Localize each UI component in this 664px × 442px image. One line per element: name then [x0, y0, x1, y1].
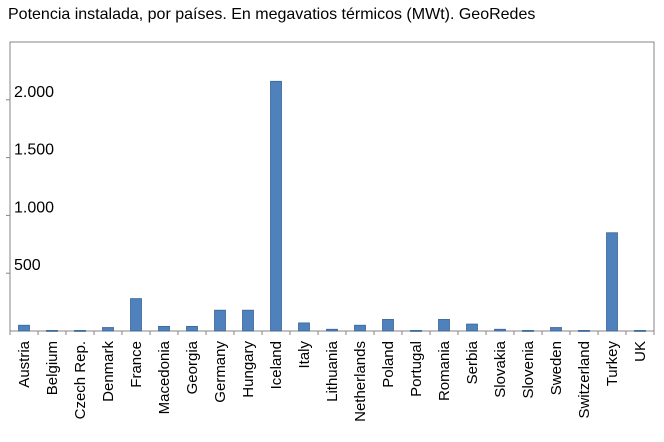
- category-label: Serbia: [464, 340, 481, 384]
- bar-switzerland: [578, 330, 590, 332]
- bar-hungary: [242, 309, 254, 332]
- y-tick-label: 500: [14, 257, 41, 274]
- category-label: Austria: [16, 340, 33, 387]
- y-tick-label: 2.000: [14, 84, 54, 101]
- chart-title: Potencia instalada, por países. En megav…: [8, 6, 536, 23]
- category-label: Macedonia: [156, 340, 173, 414]
- bar-slovakia: [494, 328, 506, 332]
- bar-slovenia: [522, 330, 534, 332]
- category-label: Germany: [212, 341, 229, 403]
- category-label: Netherlands: [352, 341, 369, 422]
- bar-austria: [18, 324, 30, 332]
- category-label: France: [128, 341, 145, 388]
- bar-serbia: [466, 323, 478, 332]
- category-label: Slovenia: [520, 340, 537, 398]
- category-label: Iceland: [268, 341, 285, 389]
- bar-germany: [214, 309, 226, 332]
- bars: [18, 80, 646, 332]
- category-label: Denmark: [100, 341, 117, 402]
- bar-uk: [634, 330, 646, 332]
- bar-czech-rep: [74, 330, 86, 332]
- category-label: Hungary: [240, 341, 257, 398]
- bar-italy: [298, 322, 310, 332]
- category-label: Italy: [296, 341, 313, 369]
- bar-poland: [382, 319, 394, 332]
- y-axis-ticks: 500 1.000 1.500 2.000: [6, 84, 54, 274]
- bar-lithuania: [326, 328, 338, 332]
- bar-turkey: [606, 232, 618, 332]
- y-tick-label: 1.500: [14, 142, 54, 159]
- category-label: Poland: [380, 341, 397, 388]
- category-label: Czech Rep.: [72, 341, 89, 419]
- bar-belgium: [46, 330, 58, 332]
- category-label: Turkey: [604, 341, 621, 387]
- bar-georgia: [186, 325, 198, 332]
- category-label: Georgia: [184, 340, 201, 394]
- bar-romania: [438, 319, 450, 332]
- category-label: Switzerland: [576, 341, 593, 419]
- bar-denmark: [102, 327, 114, 332]
- category-label: Romania: [436, 340, 453, 401]
- bar-netherlands: [354, 324, 366, 332]
- category-label: Sweden: [548, 341, 565, 395]
- category-label: UK: [632, 341, 649, 362]
- category-label: Portugal: [408, 341, 425, 397]
- bar-iceland: [270, 80, 282, 332]
- category-labels: Austria Belgium Czech Rep. Denmark France Mac…: [9, 331, 655, 422]
- y-tick-label: 1.000: [14, 199, 54, 216]
- bar-sweden: [550, 327, 562, 332]
- plot-border: [9, 41, 655, 332]
- bar-france: [130, 298, 142, 332]
- category-label: Lithuania: [324, 340, 341, 402]
- category-label: Belgium: [44, 341, 61, 395]
- bar-macedonia: [158, 325, 170, 332]
- bar-portugal: [410, 330, 422, 332]
- plot-frame: [9, 41, 655, 332]
- category-label: Slovakia: [492, 340, 509, 397]
